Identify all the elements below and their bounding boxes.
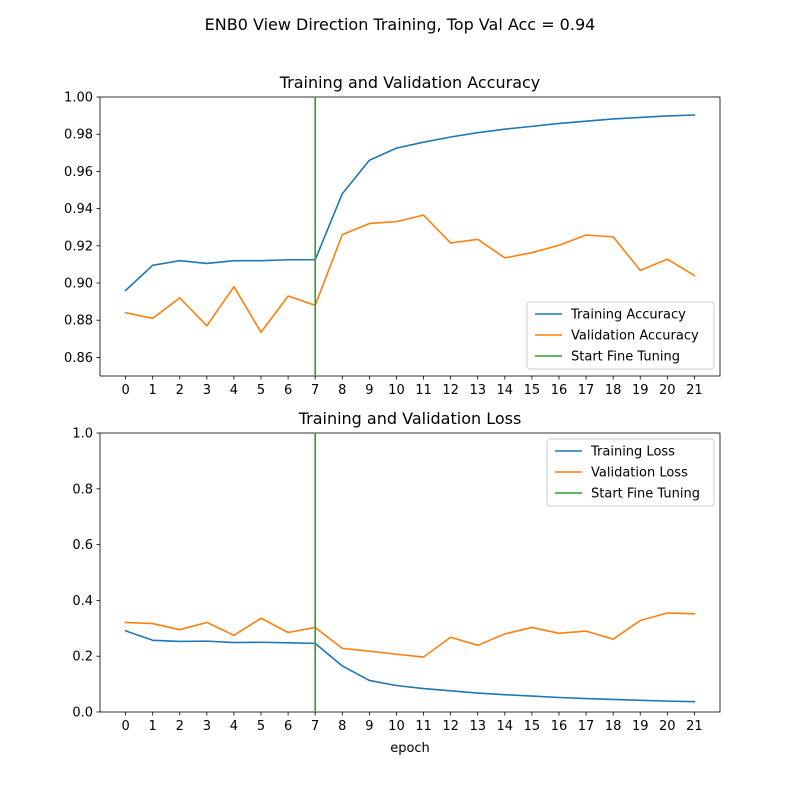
accuracy-x-tick-label: 1 (149, 383, 157, 398)
accuracy-legend-label: Start Fine Tuning (571, 350, 680, 365)
accuracy-legend-box (526, 301, 715, 370)
accuracy-x-tick-label: 5 (257, 383, 265, 398)
loss-y-tick-label: 1.0 (72, 427, 93, 442)
accuracy-x-tick-label: 4 (230, 383, 238, 398)
accuracy-y-tick-label: 0.90 (64, 277, 93, 292)
accuracy-legend-label: Training Accuracy (570, 308, 686, 323)
accuracy-y-tick-label: 0.96 (64, 165, 93, 180)
loss-series-validation-line (124, 612, 696, 658)
loss-legend-box (546, 438, 715, 507)
accuracy-x-tick-label: 10 (388, 383, 405, 398)
accuracy-y-tick-label: 0.88 (64, 314, 93, 329)
accuracy-x-tick-label: 15 (524, 383, 541, 398)
accuracy-y-tick-label: 0.98 (64, 128, 93, 143)
accuracy-y-tick-label: 1.00 (64, 91, 93, 106)
loss-x-tick-label: 12 (442, 719, 459, 734)
loss-x-tick-label: 11 (415, 719, 432, 734)
accuracy-x-tick-label: 11 (415, 383, 432, 398)
loss-chart-title: Training and Validation Loss (298, 409, 522, 428)
accuracy-legend: Training Accuracy Validation Accuracy Star… (526, 301, 715, 370)
loss-x-tick-label: 0 (121, 719, 129, 734)
loss-x-tick-label: 2 (176, 719, 184, 734)
accuracy-series-validation-line (124, 214, 696, 334)
loss-y-tick-label: 0.2 (72, 650, 93, 665)
accuracy-x-tick-label: 14 (497, 383, 514, 398)
loss-legend-label: Training Loss (590, 445, 675, 460)
loss-legend: Training Loss Validation Loss Start Fine T… (546, 438, 715, 507)
accuracy-x-tick-label: 13 (469, 383, 486, 398)
loss-x-tick-label: 9 (365, 719, 373, 734)
accuracy-x-tick-label: 2 (176, 383, 184, 398)
loss-x-tick-label: 16 (551, 719, 568, 734)
accuracy-x-tick-label: 3 (203, 383, 211, 398)
accuracy-x-tick-label: 17 (578, 383, 595, 398)
loss-x-tick-label: 13 (469, 719, 486, 734)
loss-legend-label: Start Fine Tuning (591, 487, 700, 502)
accuracy-x-tick-label: 21 (686, 383, 703, 398)
loss-x-tick-label: 6 (284, 719, 292, 734)
accuracy-x-tick-label: 0 (121, 383, 129, 398)
loss-y-tick-label: 0.4 (72, 594, 93, 609)
loss-chart-xlabel: epoch (390, 741, 430, 756)
loss-axes-frame (99, 432, 721, 713)
loss-x-tick-label: 14 (497, 719, 514, 734)
loss-x-tick-label: 20 (659, 719, 676, 734)
accuracy-y-tick-label: 0.92 (64, 239, 93, 254)
loss-y-tick-label: 0.0 (72, 706, 93, 721)
accuracy-x-tick-label: 19 (632, 383, 649, 398)
loss-legend-label: Validation Loss (591, 466, 688, 481)
loss-y-tick-label: 0.6 (72, 538, 93, 553)
loss-x-tick-label: 5 (257, 719, 265, 734)
loss-x-tick-label: 19 (632, 719, 649, 734)
loss-y-tick-label: 0.8 (72, 482, 93, 497)
loss-x-tick-label: 18 (605, 719, 622, 734)
loss-x-tick-label: 4 (230, 719, 238, 734)
figure-suptitle: ENB0 View Direction Training, Top Val Ac… (205, 15, 596, 34)
accuracy-x-tick-label: 6 (284, 383, 292, 398)
loss-x-tick-label: 21 (686, 719, 703, 734)
loss-series-training-line (124, 629, 696, 703)
loss-x-tick-label: 3 (203, 719, 211, 734)
loss-x-tick-label: 17 (578, 719, 595, 734)
accuracy-x-tick-label: 9 (365, 383, 373, 398)
accuracy-x-tick-label: 20 (659, 383, 676, 398)
loss-x-tick-label: 15 (524, 719, 541, 734)
loss-x-tick-label: 1 (149, 719, 157, 734)
accuracy-legend-label: Validation Accuracy (571, 329, 699, 344)
accuracy-x-tick-label: 12 (442, 383, 459, 398)
accuracy-y-tick-label: 0.94 (64, 202, 93, 217)
accuracy-y-tick-label: 0.86 (64, 351, 93, 366)
accuracy-x-tick-label: 16 (551, 383, 568, 398)
accuracy-chart-title: Training and Validation Accuracy (279, 73, 541, 92)
loss-x-tick-label: 7 (311, 719, 319, 734)
accuracy-x-tick-label: 7 (311, 383, 319, 398)
accuracy-axes-frame (99, 96, 721, 377)
accuracy-x-tick-label: 18 (605, 383, 622, 398)
loss-x-tick-label: 8 (338, 719, 346, 734)
accuracy-series-training-line (124, 114, 696, 292)
loss-x-tick-label: 10 (388, 719, 405, 734)
accuracy-x-tick-label: 8 (338, 383, 346, 398)
